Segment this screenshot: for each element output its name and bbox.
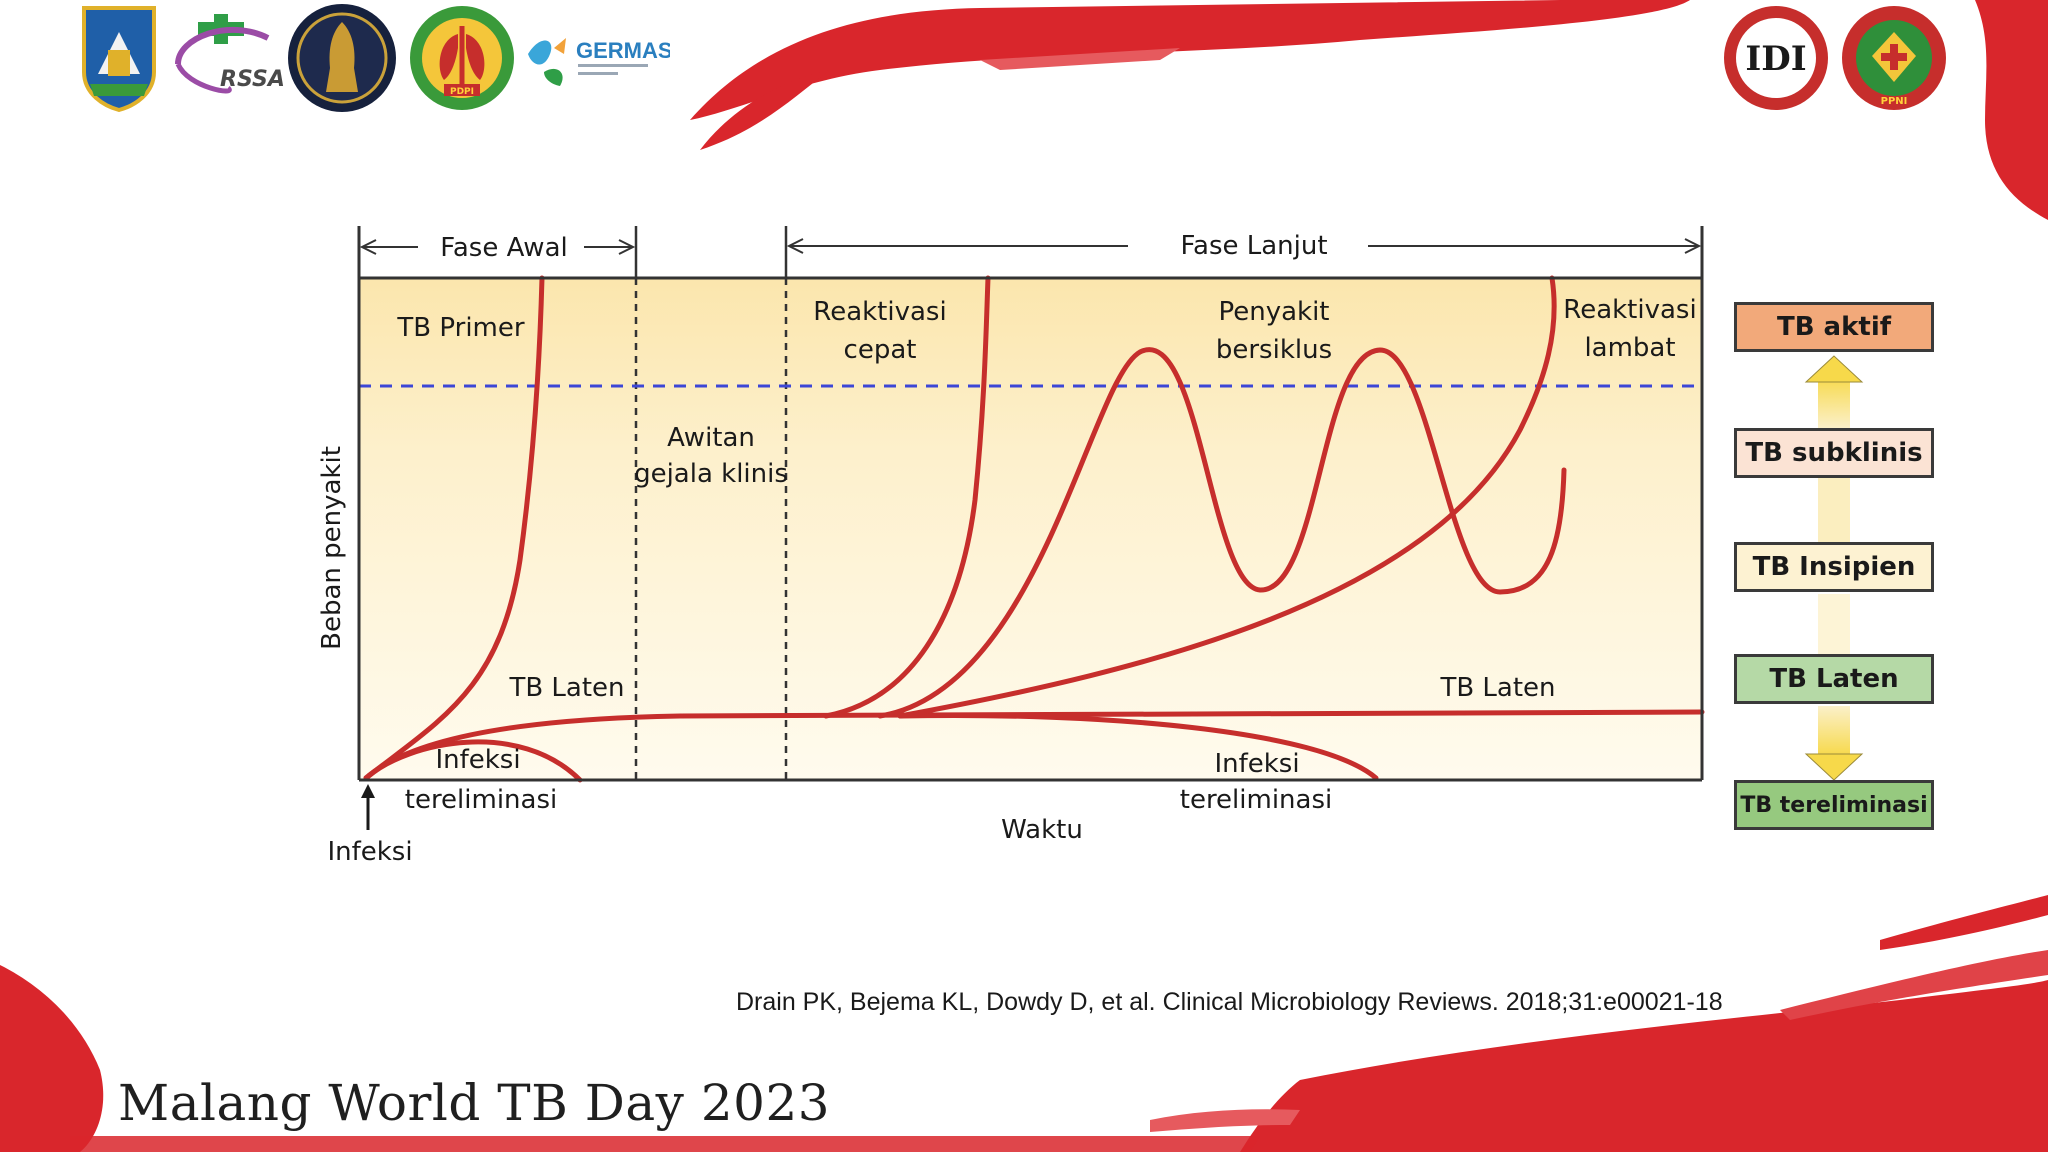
phase-label-late: Fase Lanjut	[1180, 231, 1327, 261]
legend-connector-mid-2	[1818, 594, 1850, 658]
legend-item-tb-subklinis: TB subklinis	[1734, 428, 1934, 478]
tb-primer-curve	[363, 275, 545, 781]
germas-logo: GERMAS	[528, 38, 670, 86]
legend-connector-top	[1818, 376, 1850, 428]
idi-logo: IDI	[1724, 6, 1828, 110]
label-tb-primer: TB Primer	[396, 313, 524, 343]
legend-label-tb-insipien: TB Insipien	[1752, 552, 1916, 582]
label-infeksi-tereliminasi-left-1: Infeksi	[435, 745, 520, 775]
label-infeksi-tereliminasi-right-1: Infeksi	[1214, 749, 1299, 779]
legend-connector-mid-1	[1818, 478, 1850, 544]
rapid-reactivation-curve	[823, 275, 991, 719]
label-reaktivasi-lambat-1: Reaktivasi	[1563, 295, 1696, 325]
footer-title: Malang World TB Day 2023	[118, 1074, 831, 1132]
label-infeksi-tereliminasi-right-2: tereliminasi	[1180, 785, 1332, 815]
rssa-logo: RSSA	[175, 14, 285, 94]
infection-arrowhead	[361, 784, 375, 798]
legend-label-tb-laten: TB Laten	[1769, 664, 1899, 694]
label-infeksi: Infeksi	[327, 837, 412, 867]
y-axis-label: Beban penyakit	[317, 446, 347, 650]
label-reaktivasi-lambat-2: lambat	[1584, 333, 1675, 363]
label-penyakit-bersiklus-2: bersiklus	[1216, 335, 1332, 365]
citation-text: Drain PK, Bejema KL, Dowdy D, et al. Cli…	[736, 988, 1723, 1016]
legend-item-tb-aktif: TB aktif	[1734, 302, 1934, 352]
eliminated-infection-right-curve	[897, 712, 1379, 781]
label-penyakit-bersiklus-1: Penyakit	[1218, 297, 1329, 327]
legend-item-tb-insipien: TB Insipien	[1734, 542, 1934, 592]
label-reaktivasi-cepat-1: Reaktivasi	[813, 297, 946, 327]
x-axis-label: Waktu	[1001, 815, 1083, 845]
label-tb-laten-left: TB Laten	[508, 673, 624, 703]
legend-item-tb-laten: TB Laten	[1734, 654, 1934, 704]
label-tb-laten-right: TB Laten	[1439, 673, 1555, 703]
pdpi-logo: PDPI	[410, 6, 514, 110]
idi-logo-text: IDI	[1745, 39, 1806, 79]
germas-logo-text: GERMAS	[576, 38, 670, 63]
ppni-logo: PPNI	[1842, 6, 1946, 110]
legend-arrow-down	[1804, 753, 1864, 781]
legend-item-tb-tereliminasi: TB tereliminasi	[1734, 780, 1934, 830]
universitas-brawijaya-logo	[288, 4, 396, 112]
east-java-emblem-logo	[82, 6, 156, 112]
label-awitan-1: Awitan	[667, 423, 755, 453]
phase-label-early: Fase Awal	[440, 233, 567, 263]
diagram-plot-area	[359, 278, 1702, 780]
rssa-logo-text: RSSA	[220, 67, 285, 92]
ppni-logo-text: PPNI	[1881, 96, 1908, 107]
legend-label-tb-aktif: TB aktif	[1776, 312, 1892, 342]
legend-connector-bottom	[1818, 706, 1850, 756]
legend-arrow-up	[1804, 355, 1864, 383]
label-infeksi-tereliminasi-left-2: tereliminasi	[405, 785, 557, 815]
pdpi-logo-text: PDPI	[450, 87, 474, 97]
legend-label-tb-tereliminasi: TB tereliminasi	[1740, 792, 1928, 818]
cyclical-disease-curve	[877, 347, 1567, 719]
label-awitan-2: gejala klinis	[634, 459, 788, 489]
label-reaktivasi-cepat-2: cepat	[844, 335, 917, 365]
legend-label-tb-subklinis: TB subklinis	[1745, 438, 1923, 468]
slow-reactivation-curve	[897, 275, 1557, 719]
latent-tb-baseline-curve	[363, 709, 1705, 781]
